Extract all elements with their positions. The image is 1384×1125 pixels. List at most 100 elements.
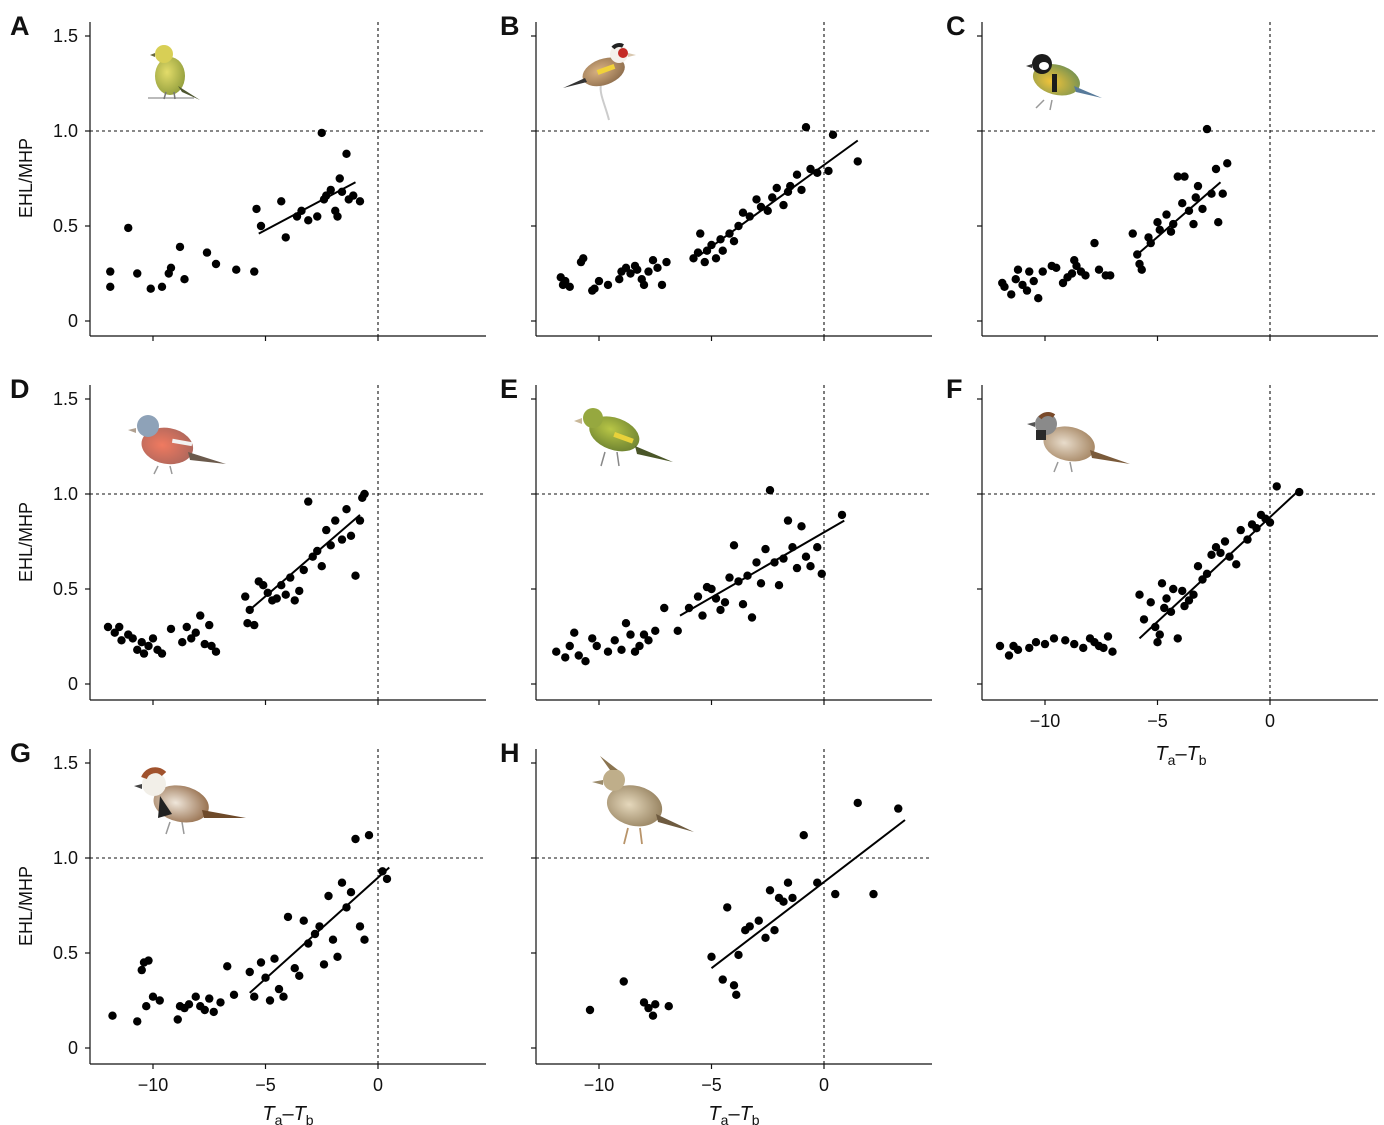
data-point-d — [157, 649, 167, 658]
data-point-g — [315, 922, 324, 931]
data-point-f — [1061, 636, 1070, 645]
data-point-d — [299, 565, 308, 575]
data-point-c — [1155, 225, 1164, 234]
data-point-b — [615, 275, 624, 284]
y-tick-label-a: 0.5 — [53, 216, 78, 236]
data-point-b — [718, 246, 727, 255]
data-point-d — [250, 620, 259, 630]
data-point-d — [207, 641, 216, 651]
data-point-c — [1000, 282, 1009, 291]
data-point-c — [1180, 172, 1189, 181]
data-point-f — [1180, 601, 1189, 611]
data-point-g — [184, 1000, 194, 1009]
regression-line-b — [697, 139, 859, 258]
data-point-e — [738, 600, 748, 609]
data-point-c — [1207, 189, 1216, 198]
data-point-e — [635, 641, 644, 651]
data-point-b — [738, 208, 748, 217]
data-point-b — [603, 280, 613, 290]
data-point-a — [175, 242, 185, 252]
data-point-e — [621, 619, 631, 628]
data-point-c — [1214, 218, 1223, 227]
y-tick-label-a: 0 — [68, 311, 78, 331]
data-point-a — [202, 248, 212, 257]
y-tick-label-g: 1.5 — [53, 753, 78, 773]
data-point-g — [304, 939, 313, 948]
data-point-a — [256, 221, 266, 231]
data-point-e — [711, 594, 721, 603]
data-point-g — [144, 956, 153, 965]
data-point-b — [639, 280, 649, 290]
data-point-f — [1160, 603, 1169, 613]
data-point-h — [770, 926, 779, 935]
data-point-a — [326, 185, 335, 195]
x-tick-label-h: 0 — [819, 1075, 829, 1095]
data-point-d — [117, 636, 126, 645]
y-tick-label-g: 1.0 — [53, 848, 78, 868]
panel-a-scatter: 0 0.5 1.0 1.5 — [53, 22, 486, 341]
data-point-a — [106, 267, 115, 276]
data-point-h — [585, 1005, 595, 1015]
data-point-e — [561, 653, 570, 662]
data-point-d — [245, 605, 254, 615]
data-point-g — [295, 971, 304, 980]
data-point-d — [355, 516, 365, 525]
data-point-c — [1011, 275, 1020, 284]
data-point-b — [806, 164, 815, 174]
data-point-f — [1236, 525, 1245, 535]
data-point-f — [1099, 643, 1108, 653]
data-point-e — [610, 636, 619, 645]
data-point-g — [274, 984, 284, 994]
regression-line-h — [710, 819, 906, 969]
data-point-f — [1103, 632, 1113, 641]
data-point-c — [1202, 124, 1212, 134]
data-point-d — [286, 573, 295, 582]
data-point-g — [324, 891, 333, 901]
data-point-b — [700, 257, 709, 267]
data-point-c — [1128, 229, 1137, 238]
data-point-e — [570, 628, 579, 637]
data-point-e — [603, 647, 613, 656]
data-point-h — [765, 886, 775, 895]
data-point-a — [277, 197, 286, 206]
y-axis-title-row3: EHL/MHP — [16, 866, 36, 946]
data-point-f — [1155, 630, 1164, 639]
data-point-g — [173, 1015, 182, 1024]
panel-letter-g: G — [10, 738, 31, 768]
data-point-d — [259, 581, 268, 590]
data-point-d — [295, 586, 304, 596]
data-point-h — [639, 998, 649, 1007]
data-point-f — [1166, 607, 1176, 616]
data-point-b — [734, 221, 743, 231]
data-point-g — [299, 916, 308, 925]
data-point-f — [1202, 569, 1212, 578]
data-point-b — [653, 263, 662, 272]
data-point-f — [1225, 552, 1234, 561]
data-point-e — [725, 573, 734, 582]
data-point-c — [1013, 265, 1023, 274]
data-point-h — [831, 889, 840, 899]
data-point-g — [378, 867, 387, 876]
data-point-c — [1133, 250, 1142, 259]
data-point-d — [331, 516, 340, 525]
data-point-f — [1157, 579, 1167, 588]
data-point-f — [1178, 586, 1187, 596]
data-point-c — [1178, 199, 1187, 208]
data-point-b — [756, 202, 766, 212]
y-tick-label-a: 1.0 — [53, 121, 78, 141]
x-tick-label-g: −5 — [255, 1075, 276, 1095]
data-point-f — [1295, 487, 1304, 497]
data-point-b — [648, 256, 658, 265]
data-point-d — [137, 638, 146, 647]
data-point-e — [743, 571, 752, 580]
data-point-d — [191, 628, 200, 637]
data-point-e — [626, 630, 635, 639]
data-point-c — [1025, 267, 1034, 276]
data-point-c — [1038, 267, 1047, 276]
spanish-sparrow-bird-illustration — [134, 767, 246, 835]
data-point-f — [1198, 575, 1207, 584]
data-point-d — [263, 588, 272, 597]
data-point-h — [619, 977, 628, 986]
data-point-h — [853, 798, 862, 808]
data-point-e — [729, 541, 739, 550]
